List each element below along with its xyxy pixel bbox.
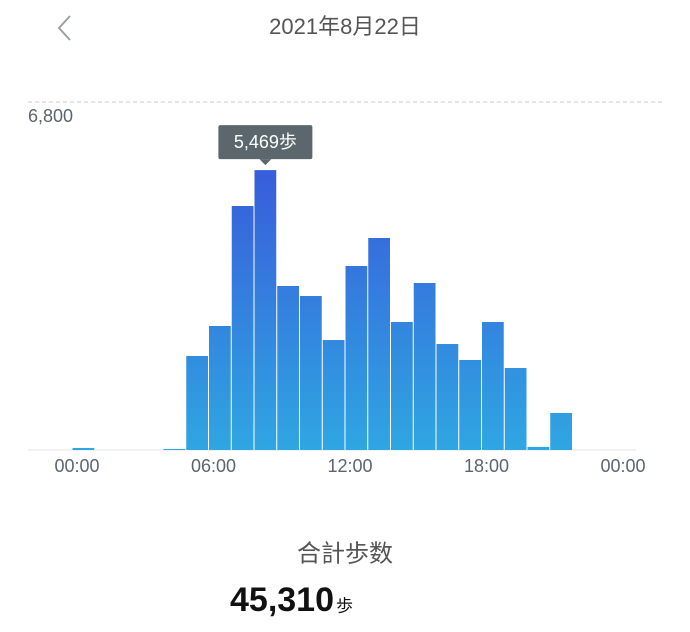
x-tick-label: 00:00	[54, 456, 99, 476]
x-tick-label: 00:00	[600, 456, 645, 476]
total-title: 合計歩数	[297, 540, 393, 567]
bar	[482, 322, 504, 450]
total-value: 45,310	[230, 581, 334, 619]
bar	[163, 448, 186, 450]
bar	[436, 344, 459, 450]
total-unit: 歩	[336, 596, 353, 615]
y-tick-label: 6,800	[28, 106, 73, 126]
x-tick-label: 18:00	[464, 456, 509, 476]
tooltip-box	[218, 125, 313, 160]
x-tick-label: 06:00	[191, 456, 236, 476]
bar	[186, 355, 208, 450]
bar	[322, 340, 345, 450]
back-button[interactable]	[57, 15, 71, 41]
bar	[391, 322, 413, 450]
bar	[459, 359, 481, 450]
bar	[72, 447, 95, 450]
bar	[504, 368, 527, 450]
bar	[254, 170, 277, 450]
bar	[368, 237, 390, 450]
bar	[527, 446, 550, 450]
date-title: 2021年8月22日	[269, 14, 421, 39]
bar	[550, 412, 572, 450]
bar	[413, 283, 436, 450]
bar	[277, 285, 299, 450]
bar	[345, 266, 368, 450]
x-tick-label: 12:00	[327, 456, 372, 476]
bar	[300, 296, 322, 450]
tooltip-pointer	[259, 159, 272, 166]
bar	[209, 325, 231, 450]
bar	[231, 205, 254, 450]
tooltip-label: 5,469歩	[234, 132, 297, 152]
